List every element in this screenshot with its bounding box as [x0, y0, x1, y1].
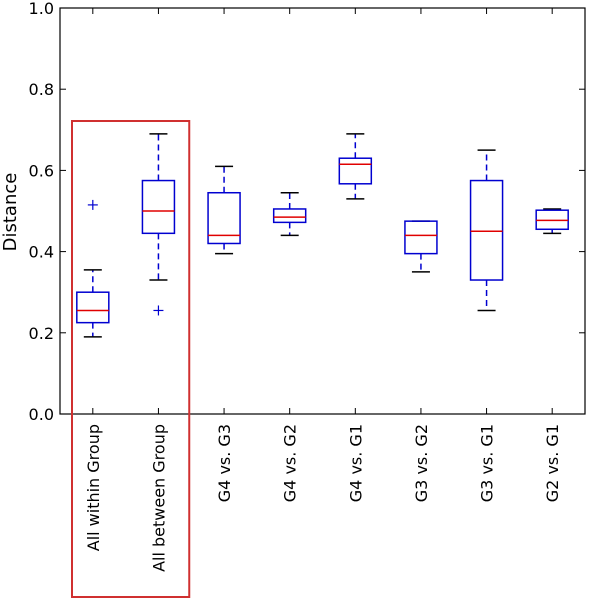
- box: [272, 208, 307, 224]
- box: [469, 179, 504, 281]
- box: [338, 157, 373, 185]
- x-tick-label: G4 vs. G2: [281, 424, 300, 502]
- box: [76, 291, 110, 324]
- x-tick-label: All between Group: [149, 424, 168, 572]
- x-tick-label: G3 vs. G2: [412, 424, 431, 502]
- box: [141, 179, 176, 235]
- box: [207, 191, 241, 245]
- highlight-box: [71, 120, 191, 598]
- y-tick-label: 0.0: [29, 405, 54, 424]
- y-tick-label: 0.6: [29, 161, 54, 180]
- box: [404, 220, 438, 255]
- y-tick-label: 0.4: [29, 243, 54, 262]
- x-tick-label: G4 vs. G3: [215, 424, 234, 502]
- plot-frame: [59, 7, 586, 415]
- x-tick-label: G2 vs. G1: [543, 424, 562, 502]
- x-tick-label: All within Group: [84, 424, 103, 551]
- y-axis-label: Distance: [0, 173, 21, 252]
- y-tick-label: 0.2: [29, 324, 54, 343]
- y-tick-label: 1.0: [29, 0, 54, 18]
- chart-marks: 0.0 0.2 0.4 0.6 0.8 1.0 All within Group All be…: [29, 0, 586, 598]
- x-tick-label: G4 vs. G1: [346, 424, 365, 502]
- y-tick-label: 0.8: [29, 80, 54, 99]
- x-tick-label: G3 vs. G1: [478, 424, 497, 502]
